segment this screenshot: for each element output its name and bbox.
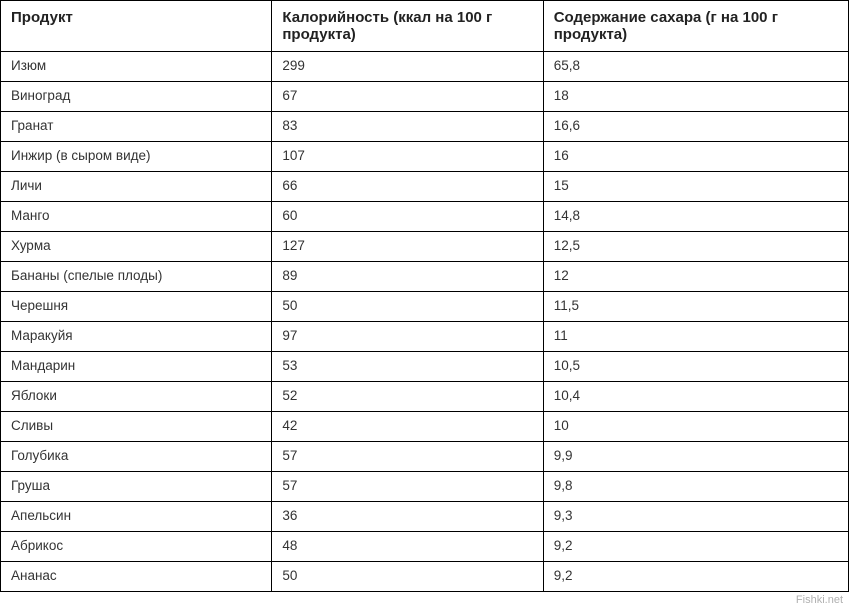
table-row: Манго6014,8: [1, 202, 849, 232]
table-body: Изюм29965,8Виноград6718Гранат8316,6Инжир…: [1, 52, 849, 592]
cell-calories: 42: [272, 412, 543, 442]
table-row: Хурма12712,5: [1, 232, 849, 262]
column-header-product: Продукт: [1, 1, 272, 52]
table-row: Груша579,8: [1, 472, 849, 502]
cell-calories: 67: [272, 82, 543, 112]
cell-calories: 60: [272, 202, 543, 232]
cell-product: Голубика: [1, 442, 272, 472]
cell-product: Хурма: [1, 232, 272, 262]
cell-calories: 97: [272, 322, 543, 352]
cell-calories: 299: [272, 52, 543, 82]
cell-sugar: 9,2: [543, 562, 848, 592]
cell-product: Манго: [1, 202, 272, 232]
cell-sugar: 9,9: [543, 442, 848, 472]
cell-calories: 107: [272, 142, 543, 172]
column-header-sugar: Содержание сахара (г на 100 г продукта): [543, 1, 848, 52]
cell-product: Апельсин: [1, 502, 272, 532]
cell-product: Виноград: [1, 82, 272, 112]
table-row: Мандарин5310,5: [1, 352, 849, 382]
cell-sugar: 65,8: [543, 52, 848, 82]
cell-calories: 50: [272, 562, 543, 592]
cell-product: Абрикос: [1, 532, 272, 562]
table-row: Сливы4210: [1, 412, 849, 442]
cell-product: Сливы: [1, 412, 272, 442]
table-row: Изюм29965,8: [1, 52, 849, 82]
cell-calories: 36: [272, 502, 543, 532]
cell-product: Маракуйя: [1, 322, 272, 352]
cell-product: Бананы (спелые плоды): [1, 262, 272, 292]
cell-product: Личи: [1, 172, 272, 202]
table-row: Ананас509,2: [1, 562, 849, 592]
cell-calories: 50: [272, 292, 543, 322]
cell-product: Мандарин: [1, 352, 272, 382]
cell-calories: 57: [272, 442, 543, 472]
cell-sugar: 16,6: [543, 112, 848, 142]
cell-sugar: 12,5: [543, 232, 848, 262]
cell-product: Груша: [1, 472, 272, 502]
cell-sugar: 9,2: [543, 532, 848, 562]
table-header-row: Продукт Калорийность (ккал на 100 г прод…: [1, 1, 849, 52]
table-row: Маракуйя9711: [1, 322, 849, 352]
nutrition-table-container: Продукт Калорийность (ккал на 100 г прод…: [0, 0, 849, 592]
nutrition-table: Продукт Калорийность (ккал на 100 г прод…: [0, 0, 849, 592]
table-row: Яблоки5210,4: [1, 382, 849, 412]
cell-sugar: 9,3: [543, 502, 848, 532]
table-row: Голубика579,9: [1, 442, 849, 472]
cell-calories: 57: [272, 472, 543, 502]
cell-sugar: 9,8: [543, 472, 848, 502]
cell-sugar: 14,8: [543, 202, 848, 232]
table-row: Гранат8316,6: [1, 112, 849, 142]
cell-sugar: 10,5: [543, 352, 848, 382]
cell-calories: 48: [272, 532, 543, 562]
table-row: Черешня5011,5: [1, 292, 849, 322]
cell-product: Гранат: [1, 112, 272, 142]
cell-calories: 53: [272, 352, 543, 382]
cell-product: Яблоки: [1, 382, 272, 412]
cell-product: Инжир (в сыром виде): [1, 142, 272, 172]
cell-sugar: 10,4: [543, 382, 848, 412]
cell-sugar: 12: [543, 262, 848, 292]
table-row: Абрикос489,2: [1, 532, 849, 562]
watermark: Fishki.net: [796, 594, 843, 606]
cell-sugar: 11,5: [543, 292, 848, 322]
cell-calories: 66: [272, 172, 543, 202]
cell-product: Изюм: [1, 52, 272, 82]
table-row: Бананы (спелые плоды)8912: [1, 262, 849, 292]
cell-calories: 83: [272, 112, 543, 142]
cell-sugar: 18: [543, 82, 848, 112]
cell-calories: 127: [272, 232, 543, 262]
table-header: Продукт Калорийность (ккал на 100 г прод…: [1, 1, 849, 52]
cell-product: Ананас: [1, 562, 272, 592]
cell-sugar: 11: [543, 322, 848, 352]
table-row: Личи6615: [1, 172, 849, 202]
table-row: Виноград6718: [1, 82, 849, 112]
cell-sugar: 16: [543, 142, 848, 172]
column-header-calories: Калорийность (ккал на 100 г продукта): [272, 1, 543, 52]
cell-product: Черешня: [1, 292, 272, 322]
cell-calories: 89: [272, 262, 543, 292]
table-row: Инжир (в сыром виде)10716: [1, 142, 849, 172]
cell-calories: 52: [272, 382, 543, 412]
cell-sugar: 15: [543, 172, 848, 202]
table-row: Апельсин369,3: [1, 502, 849, 532]
cell-sugar: 10: [543, 412, 848, 442]
